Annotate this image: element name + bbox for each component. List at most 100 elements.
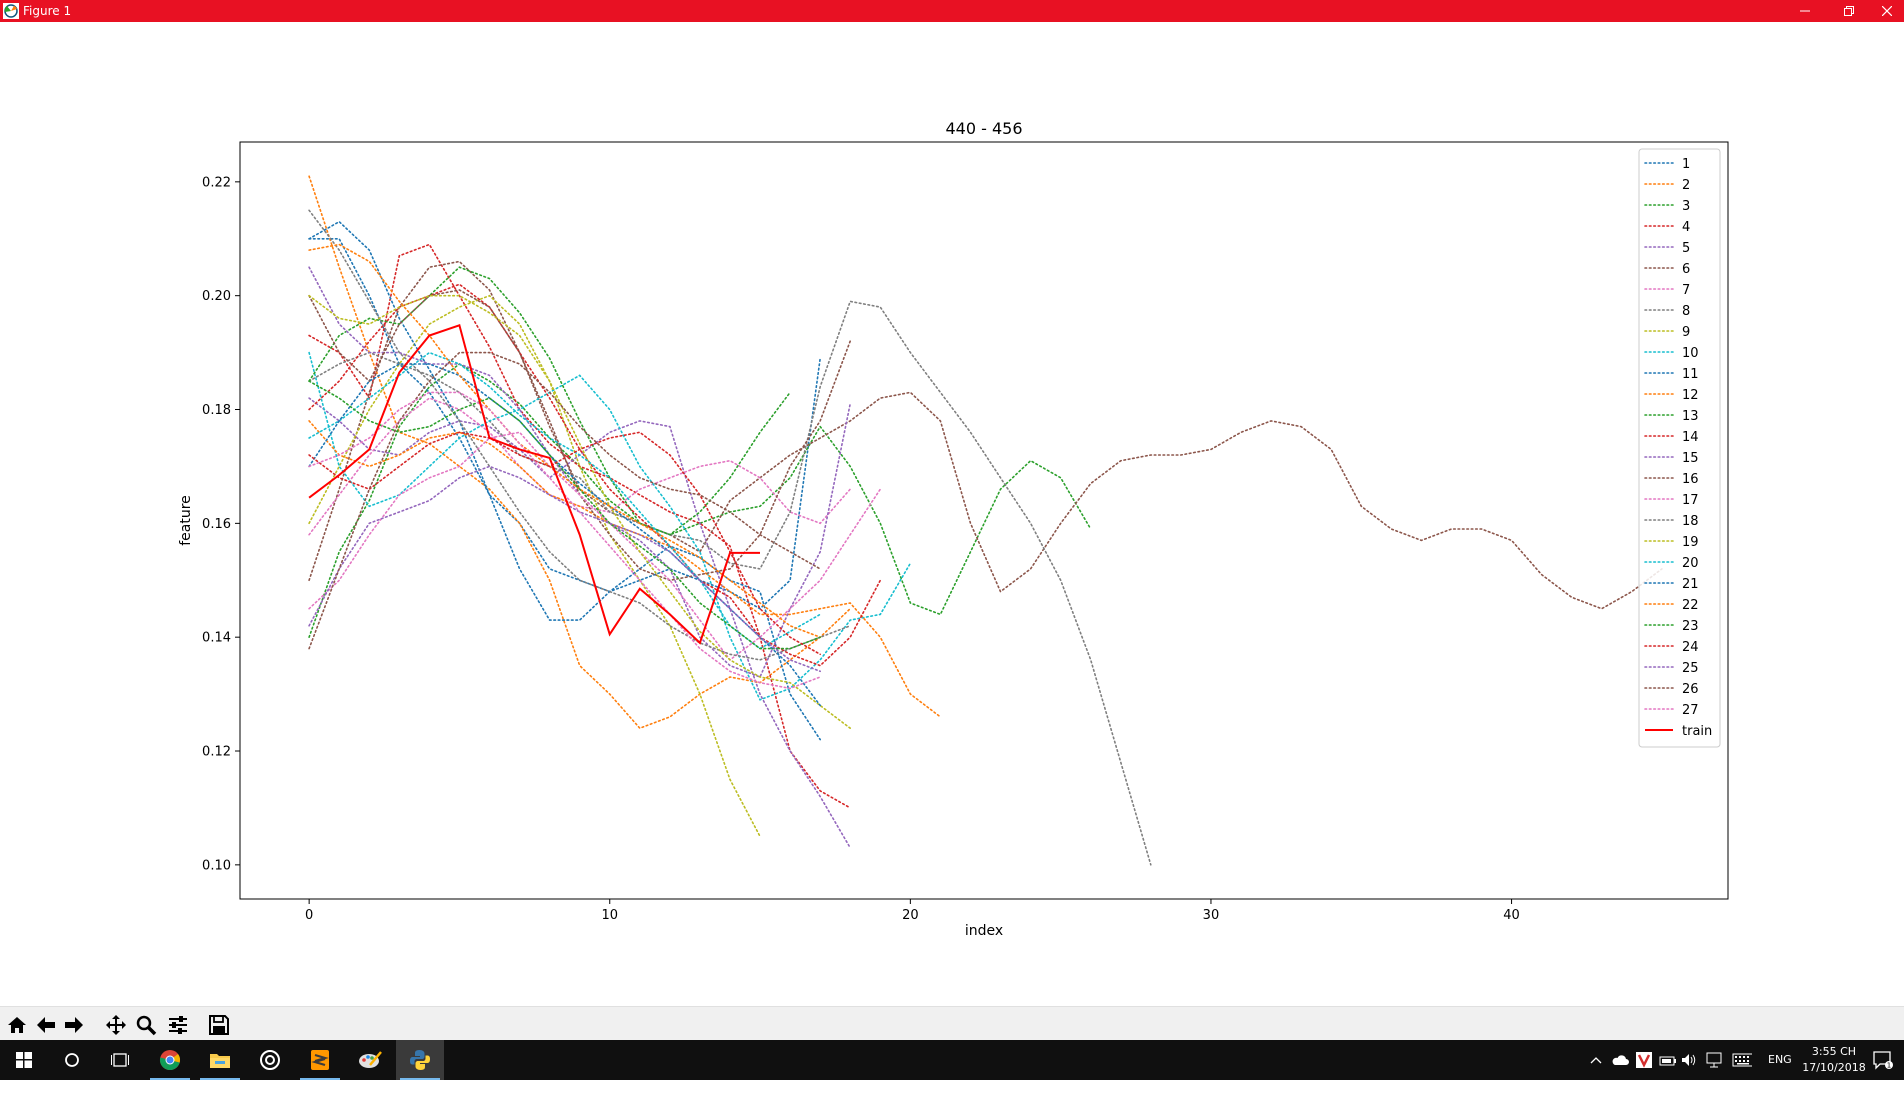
restore-button[interactable]: [1826, 0, 1872, 22]
home-button[interactable]: [3, 1011, 31, 1039]
minimize-button[interactable]: [1782, 0, 1828, 22]
plot-area: [240, 142, 1728, 899]
cloud-icon: [1612, 1055, 1629, 1065]
y-tick-label: 0.14: [202, 631, 231, 646]
legend-frame: [1638, 148, 1721, 748]
legend: 1234567891011121314151617181920212223242…: [1638, 148, 1721, 748]
tray-keyboard[interactable]: [1732, 1050, 1752, 1070]
series-line-25: [308, 465, 822, 673]
series-line-22: [308, 243, 822, 639]
series-line-8: [308, 300, 1152, 866]
zoom-button[interactable]: [132, 1011, 160, 1039]
tray-network[interactable]: [1704, 1050, 1724, 1070]
taskbar-paint-app[interactable]: [346, 1040, 394, 1080]
media-app-icon: [260, 1050, 280, 1070]
legend-label: 22: [1682, 598, 1699, 613]
series-layer: [308, 175, 1663, 866]
series-line-19: [308, 294, 852, 730]
task-view-icon: [111, 1053, 129, 1067]
running-indicator: [300, 1078, 340, 1080]
pan-button[interactable]: [102, 1011, 130, 1039]
legend-label: 2: [1682, 178, 1690, 193]
legend-label: 15: [1682, 451, 1699, 466]
clock-time: 3:55 CH: [1811, 1045, 1857, 1058]
window-titlebar: Figure 1: [0, 0, 1904, 22]
language-indicator[interactable]: ENG: [1768, 1053, 1792, 1066]
legend-label: 14: [1682, 430, 1699, 445]
x-tick-label: 10: [601, 908, 618, 923]
file-explorer-icon: [210, 1054, 230, 1068]
legend-label: 20: [1682, 556, 1699, 571]
legend-label: 16: [1682, 472, 1699, 487]
tray-volume[interactable]: [1680, 1050, 1700, 1070]
back-button[interactable]: [32, 1011, 60, 1039]
taskbar-chrome[interactable]: [146, 1040, 194, 1080]
y-tick-label: 0.10: [202, 858, 231, 873]
close-button[interactable]: [1869, 0, 1904, 22]
cortana-icon: [65, 1053, 79, 1067]
back-arrow-icon: [37, 1017, 55, 1033]
y-tick-label: 0.18: [202, 403, 231, 418]
windows-taskbar: ENG 3:55 CH 17/10/2018 1: [0, 1040, 1904, 1080]
pan-icon: [106, 1015, 126, 1035]
x-axis-label: index: [965, 923, 1003, 939]
taskbar-python[interactable]: [396, 1040, 444, 1080]
running-indicator: [150, 1078, 190, 1080]
legend-label: 6: [1682, 262, 1690, 277]
legend-label: 26: [1682, 682, 1699, 697]
y-tick-label: 0.20: [202, 289, 231, 304]
tray-antivirus[interactable]: [1634, 1050, 1654, 1070]
restore-icon: [1844, 6, 1854, 16]
paint-app-icon: [359, 1051, 382, 1068]
tray-battery[interactable]: [1658, 1050, 1678, 1070]
legend-label: 13: [1682, 409, 1699, 424]
legend-label: 5: [1682, 241, 1690, 256]
windows-start-icon: [16, 1052, 32, 1068]
cortana-button[interactable]: [48, 1040, 96, 1080]
series-line-24: [308, 431, 822, 656]
save-button[interactable]: [205, 1011, 233, 1039]
taskbar-file-explorer[interactable]: [196, 1040, 244, 1080]
notification-icon: 1: [1873, 1051, 1893, 1070]
save-icon: [209, 1015, 229, 1035]
matplotlib-app-icon: [3, 3, 19, 19]
show-hidden-icons-button[interactable]: [1586, 1050, 1606, 1070]
series-line-26: [308, 351, 822, 650]
legend-label: 10: [1682, 346, 1699, 361]
taskbar-media-app[interactable]: [246, 1040, 294, 1080]
window-title: Figure 1: [23, 4, 72, 18]
legend-label: 1: [1682, 157, 1690, 172]
legend-label: 9: [1682, 325, 1690, 340]
start-button[interactable]: [0, 1040, 48, 1080]
legend-label: 24: [1682, 640, 1699, 655]
series-line-14: [308, 283, 882, 667]
zoom-icon: [136, 1015, 157, 1036]
taskbar-clock[interactable]: 3:55 CH 17/10/2018: [1800, 1044, 1868, 1076]
forward-button[interactable]: [60, 1011, 88, 1039]
battery-icon: [1659, 1056, 1676, 1066]
series-line-21: [308, 363, 822, 707]
x-tick-label: 20: [902, 908, 919, 923]
task-view-button[interactable]: [96, 1040, 144, 1080]
svg-text:1: 1: [1887, 1062, 1891, 1070]
action-center-button[interactable]: 1: [1872, 1050, 1896, 1070]
python-icon: [410, 1050, 430, 1070]
sublime-text-icon: [311, 1050, 329, 1070]
legend-label: 27: [1682, 703, 1699, 718]
legend-label: 18: [1682, 514, 1699, 529]
y-tick-label: 0.12: [202, 745, 231, 760]
y-tick-label: 0.22: [202, 175, 231, 190]
screen-bottom-margin: [0, 1080, 1904, 1096]
y-axis-label: feature: [178, 495, 194, 546]
y-tick-label: 0.16: [202, 517, 231, 532]
tray-onedrive[interactable]: [1610, 1050, 1630, 1070]
legend-label: 19: [1682, 535, 1699, 550]
running-indicator: [200, 1078, 240, 1080]
axes-frame: [239, 141, 1729, 900]
legend-label: 4: [1682, 220, 1690, 235]
axes-layer: 0 10 20 30 40 0.10 0.12 0.14 0.16 0.18 0.20 0.22 440…: [178, 119, 1729, 939]
antivirus-shield-icon: [1636, 1052, 1652, 1068]
taskbar-sublime-text[interactable]: [296, 1040, 344, 1080]
configure-subplots-button[interactable]: [164, 1011, 192, 1039]
clock-date: 17/10/2018: [1802, 1061, 1866, 1074]
